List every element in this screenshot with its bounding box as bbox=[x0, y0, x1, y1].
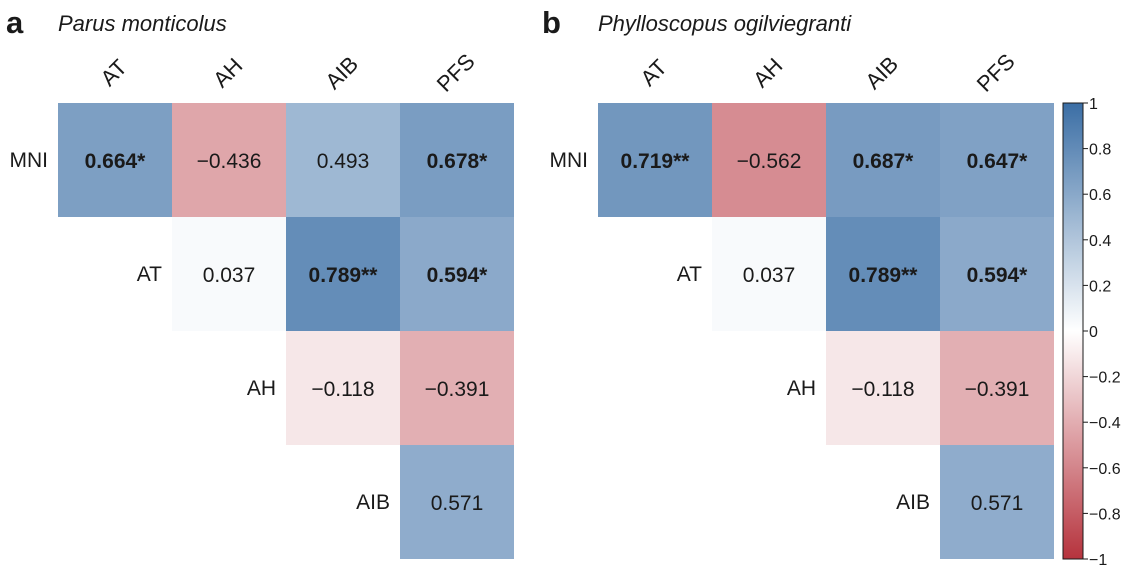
heatmap-cell bbox=[826, 217, 940, 331]
colorbar-tick-label: 0.4 bbox=[1089, 233, 1111, 250]
colorbar-tick-label: 0 bbox=[1089, 324, 1098, 341]
heatmap-cell bbox=[286, 103, 400, 217]
panel-a-cells: AT AH AIB PFS MNI AT AH AIB 0.664* −0.436 0.493 0.6… bbox=[10, 49, 514, 559]
row-label: AH bbox=[787, 377, 816, 400]
colorbar-tick-label: 0.8 bbox=[1089, 142, 1111, 159]
panel-a: a Parus monticolus AT AH AIB PFS MNI AT AH AIB 0… bbox=[6, 5, 514, 559]
heatmap-cell bbox=[940, 445, 1054, 559]
panel-b-title: Phylloscopus ogilviegranti bbox=[598, 11, 852, 36]
cell-value-label: 0.571 bbox=[971, 492, 1024, 515]
cell-value-label: 0.647* bbox=[967, 150, 1029, 173]
heatmap-cell bbox=[400, 445, 514, 559]
colorbar-tick-label: 1 bbox=[1089, 96, 1098, 113]
column-label: AH bbox=[748, 53, 787, 92]
cell-value-label: 0.719** bbox=[621, 150, 691, 173]
cell-value-label: 0.037 bbox=[203, 264, 256, 287]
row-label: MNI bbox=[10, 149, 49, 172]
cell-value-label: 0.037 bbox=[743, 264, 796, 287]
colorbar-tick-label: −1 bbox=[1089, 552, 1107, 569]
heatmap-cell bbox=[58, 103, 172, 217]
cell-value-label: 0.789** bbox=[849, 264, 919, 287]
colorbar-tick-label: −0.8 bbox=[1089, 506, 1121, 523]
heatmap-cell bbox=[598, 103, 712, 217]
row-label: AIB bbox=[356, 491, 390, 514]
cell-value-label: −0.391 bbox=[965, 378, 1030, 401]
colorbar-tick-label: −0.6 bbox=[1089, 461, 1121, 478]
heatmap-cell bbox=[712, 103, 826, 217]
cell-value-label: 0.789** bbox=[309, 264, 379, 287]
column-label: AT bbox=[635, 54, 671, 90]
colorbar-tick-label: −0.2 bbox=[1089, 370, 1121, 387]
row-label: AT bbox=[677, 263, 702, 286]
panel-a-title: Parus monticolus bbox=[58, 11, 227, 36]
heatmap-cell bbox=[400, 331, 514, 445]
column-label: AH bbox=[208, 53, 247, 92]
row-label: MNI bbox=[550, 149, 589, 172]
heatmap-cell bbox=[400, 103, 514, 217]
colorbar-tick-label: 0.6 bbox=[1089, 187, 1111, 204]
cell-value-label: 0.493 bbox=[317, 150, 370, 173]
cell-value-label: −0.118 bbox=[311, 378, 374, 401]
cell-value-label: 0.594* bbox=[967, 264, 1029, 287]
heatmap-cell bbox=[826, 103, 940, 217]
cell-value-label: 0.571 bbox=[431, 492, 484, 515]
heatmap-cell bbox=[172, 103, 286, 217]
heatmap-cell bbox=[400, 217, 514, 331]
cell-value-label: 0.594* bbox=[427, 264, 489, 287]
column-label: AT bbox=[95, 54, 131, 90]
heatmap-cell bbox=[940, 217, 1054, 331]
colorbar-gradient bbox=[1062, 102, 1084, 560]
colorbar: 1 0.8 0.6 0.4 0.2 0 −0.2 −0.4 −0.6 −0.8 −1 bbox=[1062, 96, 1121, 569]
column-label: AIB bbox=[860, 51, 903, 94]
column-label: AIB bbox=[320, 51, 363, 94]
heatmap-cell bbox=[286, 217, 400, 331]
heatmap-cell bbox=[172, 217, 286, 331]
panel-b-letter: b bbox=[542, 5, 561, 40]
heatmap-cell bbox=[940, 103, 1054, 217]
column-label: PFS bbox=[972, 49, 1020, 97]
row-label: AH bbox=[247, 377, 276, 400]
heatmap-cell bbox=[940, 331, 1054, 445]
heatmap-cell bbox=[286, 331, 400, 445]
cell-value-label: −0.562 bbox=[737, 150, 802, 173]
cell-value-label: 0.664* bbox=[85, 150, 147, 173]
row-label: AT bbox=[137, 263, 162, 286]
row-label: AIB bbox=[896, 491, 930, 514]
heatmap-cell bbox=[826, 331, 940, 445]
cell-value-label: 0.687* bbox=[853, 150, 915, 173]
panel-b: b Phylloscopus ogilviegranti AT AH AIB PFS M… bbox=[542, 5, 1054, 559]
cell-value-label: −0.118 bbox=[851, 378, 914, 401]
heatmap-cell bbox=[712, 217, 826, 331]
cell-value-label: −0.436 bbox=[197, 150, 262, 173]
cell-value-label: 0.678* bbox=[427, 150, 489, 173]
colorbar-tick-label: −0.4 bbox=[1089, 415, 1121, 432]
panel-a-letter: a bbox=[6, 5, 24, 40]
panel-b-cells: AT AH AIB PFS MNI AT AH AIB 0.719** −0.562 0.687* 0… bbox=[550, 49, 1054, 559]
cell-value-label: −0.391 bbox=[425, 378, 490, 401]
column-label: PFS bbox=[432, 49, 480, 97]
colorbar-tick-label: 0.2 bbox=[1089, 278, 1111, 295]
